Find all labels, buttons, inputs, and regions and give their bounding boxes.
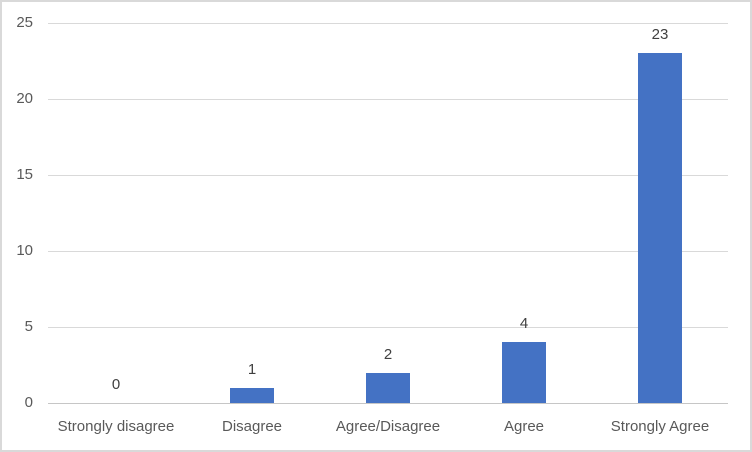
bar-agree-disagree bbox=[366, 373, 410, 403]
y-axis-tick-label: 5 bbox=[24, 318, 33, 335]
data-label: 4 bbox=[519, 315, 529, 332]
data-label: 2 bbox=[383, 346, 393, 363]
data-label: 23 bbox=[651, 26, 669, 43]
y-axis-tick-label: 0 bbox=[24, 394, 33, 411]
x-axis-category-label: Agree bbox=[503, 418, 545, 435]
gridline bbox=[48, 99, 728, 100]
bar-disagree bbox=[230, 388, 274, 403]
y-axis-tick-label: 15 bbox=[16, 166, 33, 183]
x-axis-line bbox=[48, 403, 728, 404]
data-label: 1 bbox=[247, 361, 257, 378]
bar-agree bbox=[502, 342, 546, 403]
y-axis-tick-label: 20 bbox=[16, 90, 33, 107]
y-axis-tick-label: 10 bbox=[16, 242, 33, 259]
gridline bbox=[48, 251, 728, 252]
gridline bbox=[48, 327, 728, 328]
data-label: 0 bbox=[111, 376, 121, 393]
x-axis-category-label: Strongly disagree bbox=[57, 418, 175, 435]
y-axis-tick-label: 25 bbox=[16, 14, 33, 31]
x-axis-category-label: Strongly Agree bbox=[610, 418, 710, 435]
x-axis-category-label: Disagree bbox=[221, 418, 283, 435]
x-axis-category-label: Agree/Disagree bbox=[335, 418, 441, 435]
gridline bbox=[48, 23, 728, 24]
bar-strongly-agree bbox=[638, 53, 682, 403]
gridline bbox=[48, 175, 728, 176]
